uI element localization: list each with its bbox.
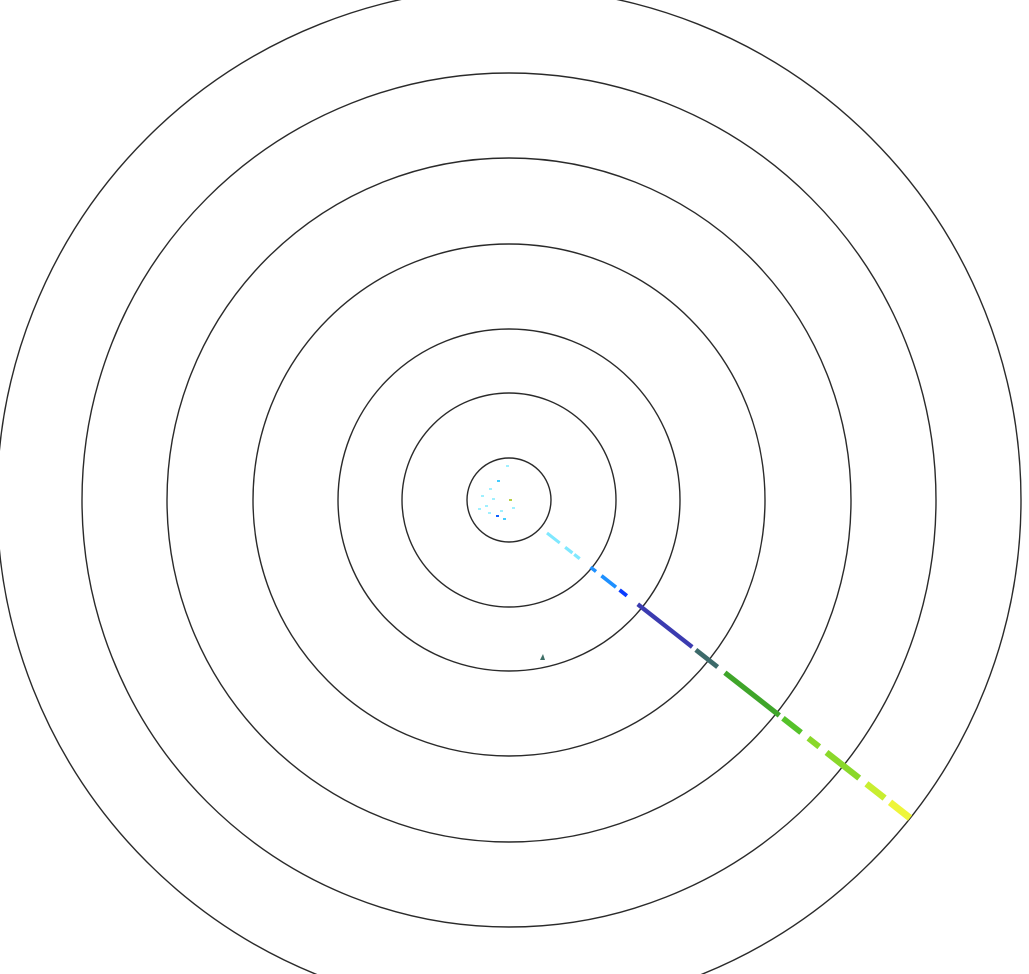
vertex-hit bbox=[512, 507, 515, 509]
track-segment bbox=[618, 588, 629, 598]
vertex-hit bbox=[509, 499, 512, 501]
vertex-hit bbox=[503, 518, 506, 520]
stray-hit bbox=[540, 654, 545, 660]
vertex-hit bbox=[481, 495, 484, 497]
stray-hit-mark bbox=[540, 654, 545, 660]
track-segment bbox=[806, 735, 822, 750]
track-segment bbox=[636, 602, 694, 649]
track-segment bbox=[723, 670, 781, 718]
particle-track bbox=[546, 531, 913, 821]
track-segment bbox=[546, 531, 561, 545]
track-segment bbox=[589, 565, 598, 573]
track-segment bbox=[864, 781, 887, 801]
vertex-hit bbox=[497, 480, 500, 482]
vertex-hit bbox=[485, 505, 488, 507]
detector-ring-3 bbox=[337, 328, 681, 672]
vertex-hit bbox=[506, 465, 509, 467]
vertex-hit bbox=[488, 512, 491, 514]
detector-ring-2 bbox=[401, 392, 617, 608]
vertex-hit bbox=[478, 508, 481, 510]
detector-ring-6 bbox=[81, 72, 937, 928]
detector-ring-1 bbox=[466, 457, 552, 543]
track-segment bbox=[564, 545, 574, 555]
detector-ring-5 bbox=[166, 157, 852, 843]
track-segment bbox=[887, 799, 913, 821]
vertex-hit bbox=[496, 515, 499, 517]
track-segment bbox=[600, 574, 618, 589]
detector-ring-4 bbox=[252, 243, 766, 757]
track-segment bbox=[694, 647, 720, 669]
vertex-hit bbox=[492, 498, 495, 500]
vertex-hit bbox=[500, 510, 503, 512]
vertex-hit bbox=[489, 488, 492, 490]
track-segment bbox=[573, 553, 581, 560]
track-segment bbox=[781, 716, 803, 735]
track-segment bbox=[824, 749, 862, 781]
vertex-hits bbox=[478, 465, 515, 520]
